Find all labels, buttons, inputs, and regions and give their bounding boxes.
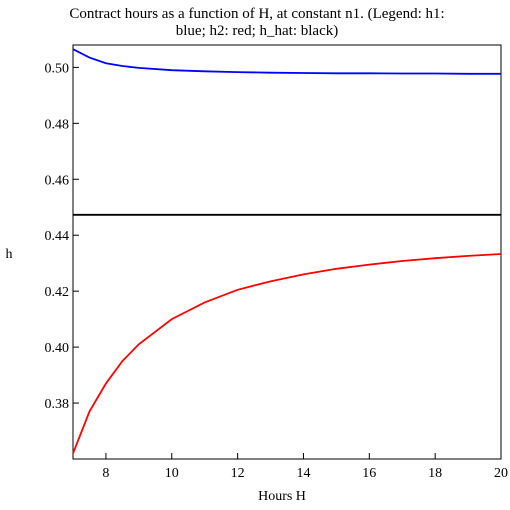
x-tick-label: 20 xyxy=(494,466,508,481)
y-tick-label: 0.50 xyxy=(45,61,70,76)
x-tick-label: 12 xyxy=(231,466,245,481)
chart-title: Contract hours as a function of H, at co… xyxy=(69,6,444,39)
series-line-h2 xyxy=(72,253,502,454)
y-tick-label: 0.40 xyxy=(45,341,70,356)
y-tick-label: 0.46 xyxy=(45,173,70,188)
y-tick-label: 0.48 xyxy=(45,117,70,132)
y-tick-label: 0.38 xyxy=(45,397,70,412)
y-tick-label: 0.44 xyxy=(45,229,70,244)
x-axis-ticks: 8 10 12 14 16 18 20 xyxy=(102,453,508,481)
x-tick-label: 14 xyxy=(296,466,310,481)
x-tick-label: 16 xyxy=(362,466,376,481)
x-tick-label: 8 xyxy=(102,466,109,481)
x-axis-label: Hours H xyxy=(258,489,306,504)
y-tick-label: 0.42 xyxy=(45,285,70,300)
series-layer xyxy=(72,48,502,454)
plot-frame xyxy=(72,44,502,460)
y-axis-label: h xyxy=(6,247,13,262)
x-tick-label: 10 xyxy=(165,466,179,481)
chart-title-line-1: Contract hours as a function of H, at co… xyxy=(69,6,444,22)
x-tick-label: 18 xyxy=(428,466,442,481)
chart-title-line-2: blue; h2: red; h_hat: black) xyxy=(176,23,338,39)
series-line-h1 xyxy=(72,48,501,75)
y-axis-ticks: 0.38 0.40 0.42 0.44 0.46 0.48 0.50 xyxy=(45,61,79,412)
